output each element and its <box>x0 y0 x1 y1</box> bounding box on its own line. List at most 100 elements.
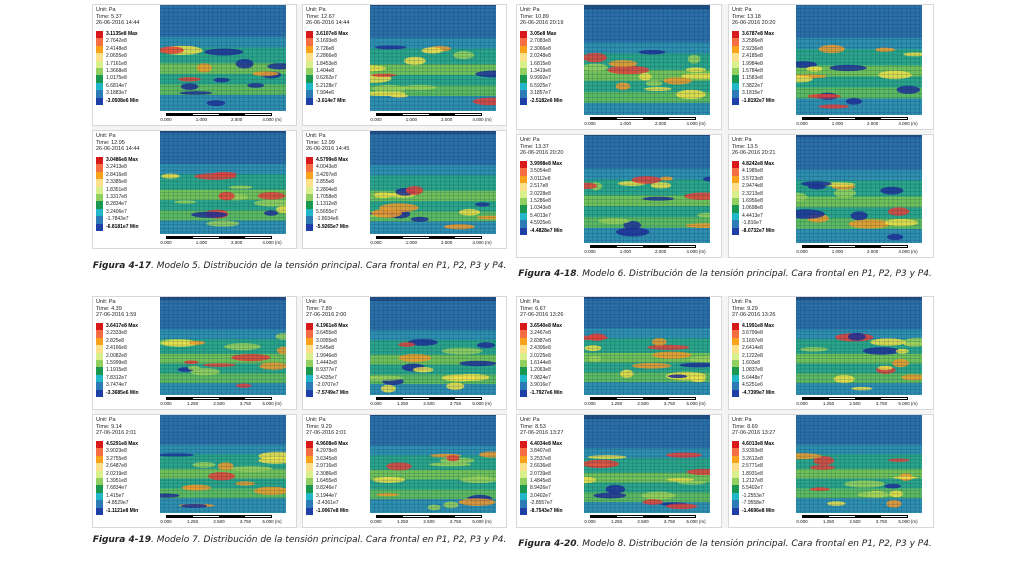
legend-entry: 1.0837e8 <box>732 367 792 375</box>
legend-swatch <box>306 201 313 209</box>
legend-value: -1.8034e6 <box>316 216 339 223</box>
legend-value: -2.5182e6 Min <box>530 97 563 104</box>
legend-swatch <box>306 60 313 68</box>
legend-entry: 3.1607e8 <box>732 337 792 346</box>
legend-swatch <box>732 441 739 449</box>
panel-header: Unit: Pa Time: 12.95 26-06-2016 14:44 <box>96 133 139 153</box>
stress-contour-plot <box>796 135 922 243</box>
scale-bar-tick: 2.000 <box>655 121 667 126</box>
legend-swatch <box>520 60 527 68</box>
legend-entry: -2.8557e7 <box>520 500 580 508</box>
legend-swatch <box>732 352 739 360</box>
legend-value: -7.5749e7 Min <box>316 389 349 396</box>
legend-value: 2.4166e8 <box>106 345 127 352</box>
legend-swatch <box>732 183 739 191</box>
legend-entry: 3.2333e8 <box>96 330 156 338</box>
legend-swatch <box>732 161 739 169</box>
scale-bar-tick: 5.000 (m) <box>898 519 918 524</box>
scale-bar-tick: 0.000 <box>584 121 596 126</box>
scale-bar-tick: 1.250 <box>186 401 199 406</box>
legend-value: 8.9426e7 <box>530 485 551 492</box>
legend-swatch <box>732 463 739 471</box>
legend-swatch <box>96 179 103 187</box>
stress-result-panel: Unit: Pa Time: 7.89 27-06-2016 2:00 4.1961e… <box>302 296 507 410</box>
panel-header: Unit: Pa Time: 8.69 27-06-2016 13:27 <box>732 417 775 437</box>
scale-bar-tick: 2.500 <box>637 401 649 406</box>
legend-entry: 3.9393e8 <box>732 448 792 456</box>
legend-swatch <box>520 205 527 213</box>
color-legend: 4.5291e8 Max 3.9023e8 3.2755e8 2.6487e8 2.02… <box>96 441 156 515</box>
legend-swatch <box>520 477 527 486</box>
panel-date: 26-06-2016 14:44 <box>306 20 350 26</box>
legend-entry: 3.9023e8 <box>96 448 156 456</box>
legend-swatch <box>96 90 103 98</box>
legend-value: 1.7161e8 <box>106 60 127 67</box>
panel-unit: Unit: Pa <box>306 133 326 139</box>
color-legend: 4.8242e8 Max 4.1985e8 3.5723e8 2.9474e8 2.32… <box>732 161 792 235</box>
panel-unit: Unit: Pa <box>732 417 752 423</box>
scale-bar-tick: 5.000 (m) <box>262 519 282 524</box>
legend-value: 5.6448e7 <box>742 374 763 381</box>
legend-entry: 2.2866e8 <box>306 53 366 61</box>
legend-value: 2.6487e8 <box>106 463 127 470</box>
color-legend: 4.5799e8 Max 4.0043e8 3.4297e8 2.855e8 2.280… <box>306 157 366 231</box>
legend-entry: 2.6487e8 <box>96 463 156 471</box>
legend-swatch <box>520 367 527 375</box>
legend-swatch <box>96 60 103 68</box>
stress-contour-plot <box>160 5 286 111</box>
legend-entry: 1.404e8 <box>306 67 366 76</box>
figure-caption: Figura 4-17. Modelo 5. Distribución de l… <box>92 260 507 272</box>
legend-value: 1.9946e8 <box>316 352 337 359</box>
legend-swatch <box>306 323 313 331</box>
legend-swatch <box>306 216 313 224</box>
stress-result-panel: Unit: Pa Time: 9.14 27-06-2016 2:01 4.5291e… <box>92 414 297 528</box>
legend-value: 2.8416e8 <box>106 171 127 178</box>
scale-bar-graphic <box>166 397 272 400</box>
legend-value: 1.3317e8 <box>106 193 127 200</box>
legend-entry: 4.9608e8 Max <box>306 441 366 449</box>
legend-entry: -3.614e7 Min <box>306 97 366 105</box>
legend-value: -1.8192e7 Min <box>742 97 775 104</box>
scale-bar-tick: 1.250 <box>186 519 199 524</box>
legend-value: -1.2553e7 <box>742 492 765 499</box>
legend-entry: -1.4696e8 Min <box>732 507 792 515</box>
legend-value: -1.7927e6 Min <box>530 389 563 396</box>
panel-unit: Unit: Pa <box>96 133 116 139</box>
legend-value: 3.1944e7 <box>316 492 337 499</box>
scale-bar-tick: 1.250 <box>396 401 409 406</box>
scale-bar-tick: 2.000 <box>231 240 243 245</box>
legend-entry: 4.6013e8 Max <box>732 441 792 449</box>
legend-swatch <box>520 500 527 508</box>
panel-time: Time: 12.99 <box>306 139 335 146</box>
legend-entry: 3.2413e8 <box>96 164 156 172</box>
legend-swatch <box>96 500 103 508</box>
legend-value: 3.5723e8 <box>742 175 763 182</box>
legend-swatch <box>306 492 313 501</box>
legend-swatch <box>732 470 739 478</box>
legend-value: 9.8246e7 <box>316 485 337 492</box>
legend-entry: 6.6814e7 <box>96 82 156 91</box>
legend-swatch <box>306 352 313 360</box>
legend-entry: 4.1961e8 Max <box>306 323 366 331</box>
legend-swatch <box>96 470 103 478</box>
stress-result-panel: Unit: Pa Time: 8.69 27-06-2016 13:27 4.6013… <box>728 414 934 528</box>
legend-swatch <box>520 323 527 331</box>
scale-bar-tick: 4.000 (m) <box>898 121 918 126</box>
legend-entry: 1.8351e8 <box>96 186 156 194</box>
legend-value: 3.1857e7 <box>530 90 551 97</box>
legend-swatch <box>732 323 739 331</box>
legend-swatch <box>732 492 739 501</box>
legend-entry: 2.3213e8 <box>732 190 792 198</box>
legend-swatch <box>520 359 527 368</box>
legend-entry: 1.603e8 <box>732 359 792 368</box>
legend-entry: 7.3822e7 <box>732 82 792 91</box>
figure-panel-grid: Unit: Pa Time: 6.67 27-06-2016 13:26 3.6540… <box>516 296 934 528</box>
scale-bar-tick: 5.000 (m) <box>686 401 706 406</box>
legend-value: 3.6799e8 <box>742 330 763 337</box>
legend-entry: 2.6636e8 <box>520 463 580 471</box>
scale-bar-tick: 1.250 <box>822 401 835 406</box>
legend-value: 2.2804e8 <box>316 186 337 193</box>
legend-value: 2.3213e8 <box>742 190 763 197</box>
legend-entry: -3.4361e7 <box>306 500 366 508</box>
legend-swatch <box>520 507 527 515</box>
